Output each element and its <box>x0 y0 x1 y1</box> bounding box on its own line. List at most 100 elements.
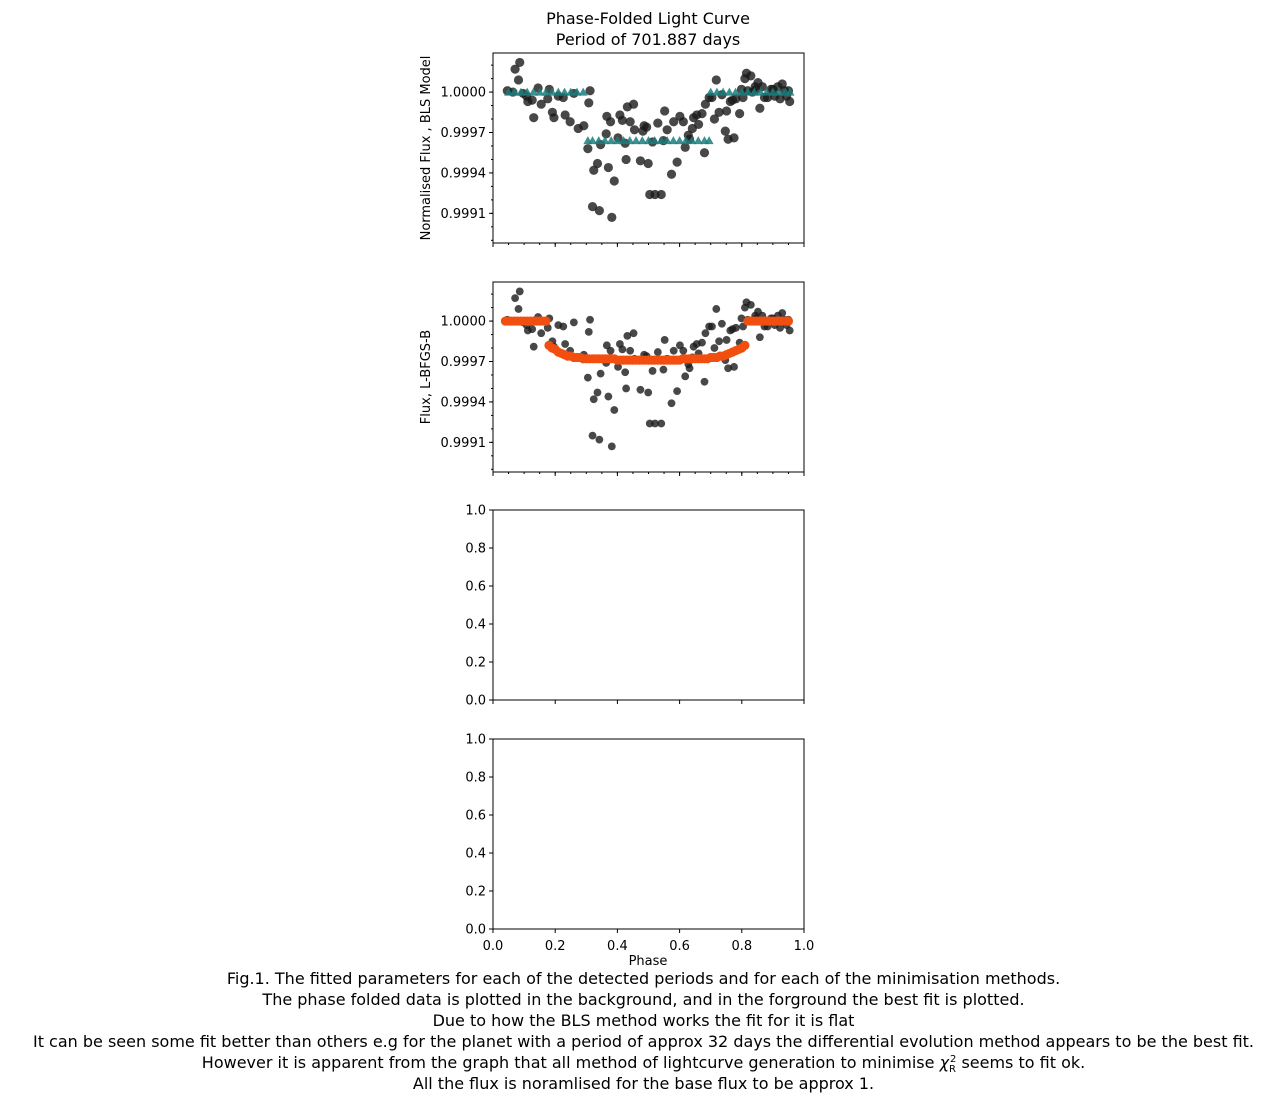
model-point <box>785 87 795 96</box>
model-point <box>662 136 672 145</box>
data-point <box>659 365 668 374</box>
data-point <box>712 305 721 313</box>
model-point <box>566 87 576 96</box>
data-point <box>515 57 525 68</box>
y-tick-label: 0.9994 <box>441 395 487 410</box>
caption-line-6: All the flux is noramlised for the base … <box>412 1074 875 1093</box>
data-point <box>607 442 616 451</box>
data-point <box>607 212 617 222</box>
data-point <box>720 126 730 136</box>
data-point <box>651 419 659 428</box>
figure: Phase-Folded Light Curve Period of 701.8… <box>419 9 814 965</box>
data-point <box>693 119 704 130</box>
model-point <box>740 340 750 350</box>
data-point <box>709 114 720 124</box>
y-tick-label: 0.9997 <box>441 355 487 370</box>
data-point <box>669 117 679 127</box>
caption-line-5-text: However it is apparent from the graph th… <box>201 1053 940 1072</box>
model-point <box>560 87 570 96</box>
data-point <box>699 148 710 158</box>
data-point <box>710 344 719 352</box>
x-tick-label: 0.6 <box>669 939 690 954</box>
data-point <box>601 129 611 139</box>
model-point <box>768 87 778 96</box>
data-point <box>746 301 755 309</box>
chi-symbol: χ <box>939 1053 950 1072</box>
model-point <box>606 136 616 145</box>
caption-line-5-end: seems to fit ok. <box>956 1053 1086 1072</box>
y-axis-label: Normalised Flux , BLS Model <box>419 56 434 241</box>
data-point <box>609 176 619 186</box>
model-point <box>541 316 551 326</box>
data-point <box>653 348 662 356</box>
series-1 <box>500 316 794 365</box>
caption-line-2: The phase folded data is plotted in the … <box>262 990 1025 1009</box>
data-point <box>667 399 676 408</box>
data-point <box>606 346 615 355</box>
data-point <box>698 338 706 347</box>
panel-empty-4: 0.0 0.2 0.4 0.6 0.8 1.0 0.0 0.2 0.4 0.6 0.8 1.0 <box>465 733 814 955</box>
model-point <box>762 87 772 96</box>
data-point <box>527 95 537 105</box>
data-point <box>593 388 602 397</box>
y-tick-label: 0.6 <box>465 809 486 824</box>
data-point <box>579 121 589 131</box>
data-point <box>596 369 605 378</box>
model-point <box>731 87 741 96</box>
data-point <box>700 99 711 109</box>
data-point <box>583 373 592 382</box>
y-tick-label: 0.9991 <box>441 207 487 222</box>
data-point <box>604 392 613 401</box>
data-point <box>666 169 677 179</box>
data-point <box>721 106 732 116</box>
x-tick-label: 0.0 <box>483 939 504 954</box>
data-point <box>536 99 546 109</box>
series-0 <box>503 287 794 451</box>
data-point <box>587 202 598 212</box>
caption-line-3: Due to how the BLS method works the fit … <box>432 1011 855 1030</box>
y-tick-label: 0.0 <box>465 923 486 938</box>
model-point <box>522 87 532 96</box>
data-point <box>697 109 707 119</box>
data-point <box>547 107 558 117</box>
data-point <box>635 156 646 166</box>
model-point <box>547 87 557 96</box>
model-point <box>783 316 794 326</box>
model-point <box>625 136 635 145</box>
data-point <box>679 346 688 355</box>
model-point <box>637 136 647 145</box>
y-tick-label: 0.4 <box>465 618 486 633</box>
data-point <box>511 294 519 303</box>
model-point <box>668 136 678 145</box>
caption-line-1: Fig.1. The fitted parameters for each of… <box>226 969 1061 988</box>
x-axis-label: Phase <box>629 954 668 965</box>
model-point <box>724 87 734 96</box>
data-point <box>623 332 632 340</box>
data-point <box>717 319 726 328</box>
caption-line-4: It can be seen some fit better than othe… <box>32 1032 1255 1051</box>
data-point <box>588 431 597 440</box>
data-point <box>660 336 669 344</box>
data-point <box>565 117 575 127</box>
model-point <box>504 87 514 96</box>
model-point <box>541 87 551 96</box>
y-tick-label: 0.6 <box>465 580 486 595</box>
data-point <box>589 165 599 175</box>
model-point <box>572 87 582 96</box>
data-point <box>584 98 594 108</box>
data-point <box>559 322 568 331</box>
data-point <box>729 133 739 143</box>
model-point <box>743 87 753 96</box>
data-point <box>625 117 635 127</box>
data-point <box>730 362 738 371</box>
model-point <box>706 87 716 96</box>
data-point <box>755 333 764 342</box>
model-point <box>600 136 610 145</box>
data-point <box>628 99 639 109</box>
data-point <box>653 118 663 128</box>
y-tick-label: 0.4 <box>465 847 486 862</box>
model-point <box>516 87 526 96</box>
data-point <box>642 122 652 132</box>
data-point <box>673 387 682 396</box>
model-point <box>510 87 520 96</box>
